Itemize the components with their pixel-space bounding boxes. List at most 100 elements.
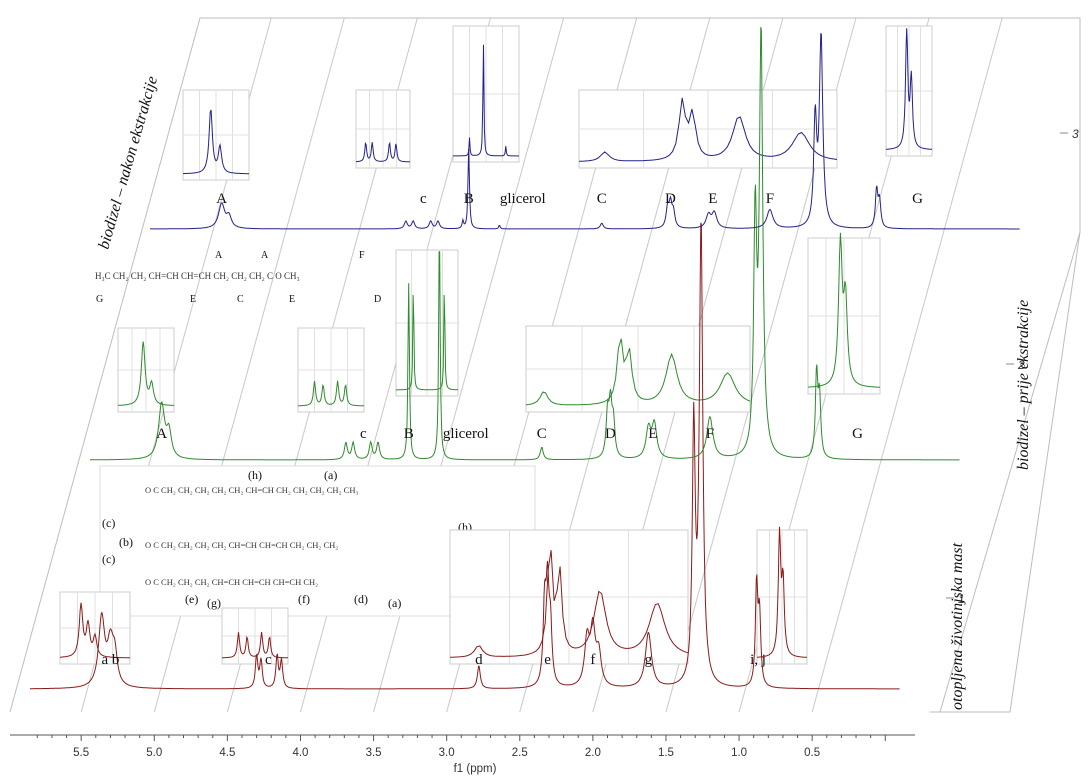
inset-trace xyxy=(453,44,519,157)
zoom-inset xyxy=(452,25,520,163)
x-tick-label: 1.5 xyxy=(658,747,674,759)
x-tick-label: 3.5 xyxy=(366,747,382,759)
zoom-inset xyxy=(59,591,131,665)
x-tick-label: 4.5 xyxy=(219,747,235,759)
insets-layer xyxy=(59,25,933,665)
zoom-inset xyxy=(885,25,933,157)
peak-label: C xyxy=(537,426,547,442)
chain-formula: O C CH₂ CH₂ CH₂ CH=CH CH=CH CH=CH CH₂ xyxy=(145,577,318,587)
peak-label: g xyxy=(645,652,653,668)
x-tick-label: 5.5 xyxy=(73,747,89,759)
fame-bottom-label: G xyxy=(96,294,103,305)
peak-label: G xyxy=(912,191,923,207)
peak-label: i, j xyxy=(750,652,766,668)
inset-trace xyxy=(183,109,249,175)
z-tick-label: 1 xyxy=(958,592,965,606)
proton-label: (h) xyxy=(248,468,262,482)
proton-label: (c) xyxy=(102,516,115,530)
chain-formula: O C CH₂ CH₂ CH₂ CH₂ CH₂ CH=CH CH₂ CH₂ CH… xyxy=(145,485,358,495)
zoom-inset xyxy=(117,327,175,413)
plot-frame xyxy=(9,17,1081,713)
fame-bottom-label: D xyxy=(374,294,381,305)
inset-trace xyxy=(60,602,131,659)
peak-label: a b xyxy=(101,652,119,668)
inset-trace xyxy=(356,141,410,163)
peak-label: B xyxy=(404,426,414,442)
peak-label: G xyxy=(852,426,863,442)
inset-trace xyxy=(885,28,932,150)
proton-label: (c) xyxy=(102,552,115,566)
inset-trace xyxy=(525,338,751,406)
peak-label: d xyxy=(475,652,483,668)
spectrum-line xyxy=(30,222,900,690)
peak-label: e xyxy=(544,652,551,668)
x-tick-label: 0.5 xyxy=(804,747,820,759)
proton-label: (b) xyxy=(119,535,133,549)
zoom-inset xyxy=(355,89,411,169)
x-axis-title: f1 (ppm) xyxy=(454,763,497,775)
proton-label: (d) xyxy=(354,592,368,606)
zoom-inset xyxy=(297,327,365,413)
x-tick-label: 2.0 xyxy=(585,747,601,759)
inset-trace xyxy=(118,341,175,406)
fame-bottom-label: C xyxy=(237,294,244,305)
x-tick-label: 3.0 xyxy=(439,747,455,759)
peak-label: F xyxy=(706,426,714,442)
x-tick-label: 5.0 xyxy=(146,747,162,759)
inset-trace xyxy=(449,550,689,658)
z-tick-label: 3 xyxy=(1072,127,1079,141)
chain-formula: O C CH₂ CH₂ CH₂ CH₂ CH=CH CH=CH CH₂ CH₂ … xyxy=(145,540,338,550)
peak-label: glicerol xyxy=(500,191,546,207)
fame-top-label: A xyxy=(215,250,223,261)
peak-label: A xyxy=(156,426,167,442)
proton-label: (a) xyxy=(388,596,401,610)
proton-label: (a) xyxy=(324,468,337,482)
series-name: biodizel – nakon ekstrakcije xyxy=(96,74,162,251)
peak-label: glicerol xyxy=(443,426,489,442)
peak-label: C xyxy=(597,191,607,207)
peak-label: c xyxy=(420,191,427,207)
zoom-inset xyxy=(525,325,751,413)
peak-label: c xyxy=(360,426,367,442)
proton-label: (g) xyxy=(207,596,221,610)
fame-bottom-label: E xyxy=(289,294,295,305)
fame-structure: H₃C CH₂ CH₂ CH=CH CH=CH CH₂ CH₂ CH₂ C O … xyxy=(95,250,434,305)
inset-trace xyxy=(757,526,808,658)
inset-trace xyxy=(578,97,838,162)
fame-top-label: A xyxy=(261,250,269,261)
plot-border xyxy=(9,17,1081,713)
zoom-inset xyxy=(449,529,689,665)
inset-trace xyxy=(298,380,364,407)
series-name: biodizel – prije ekstrakcije xyxy=(1015,300,1032,470)
peak-label: E xyxy=(648,426,657,442)
peak-label: D xyxy=(605,426,616,442)
spectrum-line xyxy=(90,27,960,461)
x-axis: 1 2 3 5.5 5.0 4.5 4.0 3.5 3.0 2.5 2.0 1.5 1.0 0.5 f1 (… xyxy=(10,127,1079,775)
zoom-inset xyxy=(182,89,250,181)
zoom-inset xyxy=(756,526,808,665)
series-name: otopljena životinjska mast xyxy=(949,542,966,710)
peak-label: E xyxy=(708,191,717,207)
depth-axis xyxy=(1009,231,1081,713)
proton-label: (e) xyxy=(185,592,198,606)
fame-top-label: F xyxy=(359,250,365,261)
peak-label: f xyxy=(590,652,595,668)
x-tick-label: 2.5 xyxy=(512,747,528,759)
spectrum-line xyxy=(150,33,1020,230)
zoom-inset xyxy=(807,232,881,395)
peak-label: c xyxy=(265,652,272,668)
z-tick-label: 2 xyxy=(1017,358,1025,372)
peak-label: D xyxy=(665,191,676,207)
inset-trace xyxy=(396,294,458,391)
peak-label: A xyxy=(216,191,227,207)
peak-label: B xyxy=(464,191,474,207)
spectra-layer xyxy=(30,27,1020,690)
proton-label: (f) xyxy=(298,592,310,606)
zoom-inset xyxy=(395,249,459,397)
fame-bottom-label: E xyxy=(190,294,196,305)
x-tick-label: 4.0 xyxy=(292,747,308,759)
fame-formula: H₃C CH₂ CH₂ CH=CH CH=CH CH₂ CH₂ CH₂ C O … xyxy=(95,271,300,281)
